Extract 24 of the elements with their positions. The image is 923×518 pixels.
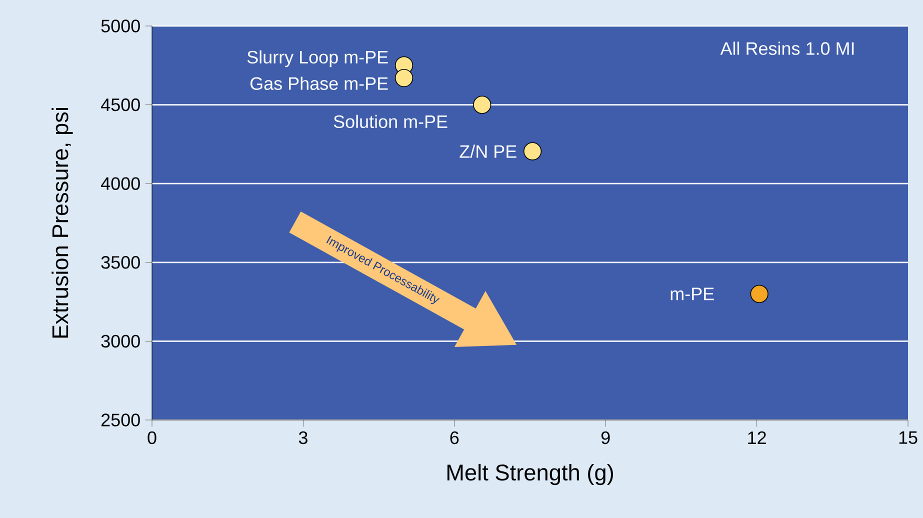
series-label: Slurry Loop m-PE [247, 50, 388, 68]
point [473, 96, 492, 114]
y-tick-label: 2500 [101, 414, 140, 426]
y-tick-label: 4000 [101, 177, 140, 190]
x-tick-label: 15 [899, 431, 918, 444]
x-tick-label: 3 [298, 431, 308, 444]
x-tick-label: 0 [148, 431, 156, 444]
x-tick-label: 6 [450, 431, 459, 444]
point [750, 284, 768, 303]
x-axis-title: Melt Strength (g) [447, 464, 613, 486]
annotation: All Resins 1.0 MI [720, 42, 854, 55]
y-tick-label: 5000 [101, 20, 140, 32]
y-tick-label: 4500 [101, 98, 140, 112]
series-label: Gas Phase m-PE [250, 76, 388, 90]
text: m-PE [670, 288, 714, 300]
point [394, 68, 414, 88]
point [523, 142, 542, 160]
x-tick-label: 12 [748, 431, 766, 444]
series-label: Z/N PE [460, 144, 516, 158]
y-tick-label: 3500 [101, 256, 140, 269]
x-tick-label: 9 [601, 431, 610, 444]
series-label: Solution m-PE [334, 114, 448, 128]
y-axis-title: Extrusion Pressure, psi [52, 108, 73, 338]
y-tick-label: 3000 [101, 334, 140, 348]
